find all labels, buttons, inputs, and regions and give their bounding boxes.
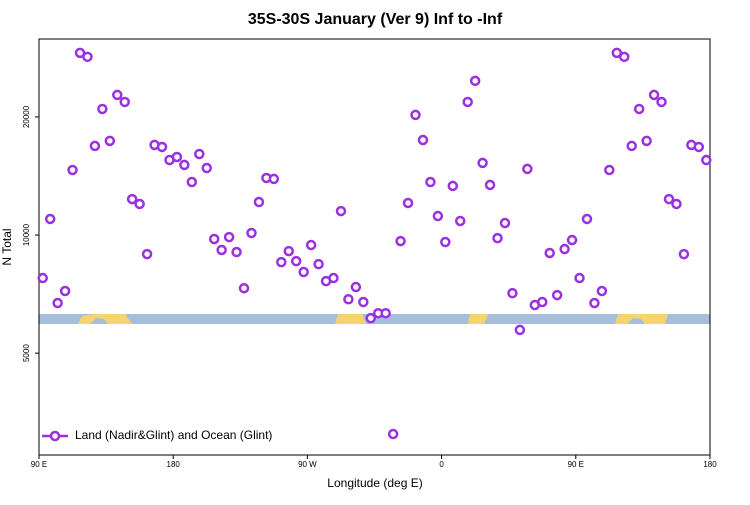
- point: [611, 47, 623, 59]
- point: [551, 289, 563, 301]
- point: [44, 213, 56, 225]
- point: [74, 47, 86, 59]
- point: [693, 141, 705, 153]
- point: [559, 243, 570, 255]
- point: [462, 96, 473, 108]
- point: [59, 285, 71, 297]
- point: [67, 164, 78, 176]
- point: [216, 244, 227, 256]
- point: [350, 281, 362, 293]
- point: [447, 180, 459, 192]
- point: [283, 245, 295, 257]
- point: [656, 96, 667, 108]
- point: [380, 307, 391, 319]
- y-tick-label: 5000: [22, 344, 31, 362]
- x-tick-label: 180: [167, 460, 181, 469]
- point: [238, 282, 250, 294]
- point: [581, 213, 593, 225]
- point: [223, 231, 235, 243]
- point: [231, 246, 242, 258]
- point: [156, 141, 168, 153]
- x-tick-label: 90 E: [31, 460, 47, 469]
- point: [395, 235, 406, 247]
- x-axis-label: Longitude (deg E): [327, 476, 422, 490]
- x-tick-label: 180: [703, 460, 717, 469]
- point: [82, 51, 93, 63]
- point: [678, 248, 690, 260]
- y-tick-label: 20000: [22, 105, 31, 128]
- chart-title: 35S-30S January (Ver 9) Inf to -Inf: [248, 11, 503, 28]
- point: [387, 428, 399, 440]
- point: [365, 312, 377, 324]
- x-tick-label: 90 E: [568, 460, 584, 469]
- y-tick-label: 10000: [22, 223, 31, 246]
- point: [499, 217, 511, 229]
- point: [112, 89, 123, 101]
- point: [589, 297, 600, 309]
- point: [671, 198, 682, 210]
- point: [186, 176, 198, 188]
- point: [626, 140, 637, 152]
- point: [52, 297, 63, 309]
- point: [305, 239, 317, 251]
- point: [469, 75, 481, 87]
- point: [522, 163, 533, 175]
- point: [492, 232, 503, 244]
- point: [619, 51, 630, 63]
- point: [514, 324, 526, 336]
- point: [201, 162, 212, 174]
- point: [633, 103, 645, 115]
- point: [104, 135, 116, 147]
- point: [97, 103, 108, 115]
- point: [402, 197, 414, 209]
- point: [335, 205, 347, 217]
- point: [208, 233, 220, 245]
- point: [179, 159, 190, 171]
- point: [126, 193, 138, 205]
- point: [425, 176, 436, 188]
- point: [358, 296, 369, 308]
- legend-label: Land (Nadir&Glint) and Ocean (Glint): [75, 428, 272, 442]
- point: [171, 151, 183, 163]
- point: [343, 294, 354, 305]
- point: [410, 109, 421, 121]
- point: [290, 255, 302, 267]
- point: [574, 272, 585, 284]
- legend-marker: [49, 430, 61, 442]
- point: [604, 164, 615, 176]
- x-tick-label: 90 W: [298, 460, 317, 469]
- point: [477, 157, 488, 169]
- point: [194, 148, 205, 160]
- point: [566, 234, 578, 246]
- x-tick-label: 0: [439, 460, 444, 469]
- point: [641, 135, 652, 147]
- point: [253, 196, 265, 208]
- point: [544, 247, 555, 259]
- point: [432, 210, 444, 222]
- point: [596, 285, 608, 297]
- point: [484, 179, 496, 191]
- point: [134, 198, 145, 210]
- point: [276, 256, 287, 268]
- point: [328, 272, 339, 284]
- y-axis-label: N Total: [0, 228, 14, 265]
- point: [89, 140, 101, 152]
- point: [663, 193, 675, 205]
- point: [417, 134, 429, 146]
- point: [268, 173, 280, 185]
- point: [648, 89, 660, 101]
- plot-frame: [38, 38, 711, 456]
- point: [454, 215, 466, 227]
- point: [119, 96, 130, 108]
- point: [440, 236, 451, 248]
- point: [507, 287, 518, 299]
- point: [37, 272, 48, 284]
- point: [537, 296, 548, 308]
- point: [313, 258, 324, 270]
- point: [141, 248, 153, 260]
- point: [298, 266, 309, 278]
- point: [701, 154, 712, 166]
- point: [246, 227, 257, 239]
